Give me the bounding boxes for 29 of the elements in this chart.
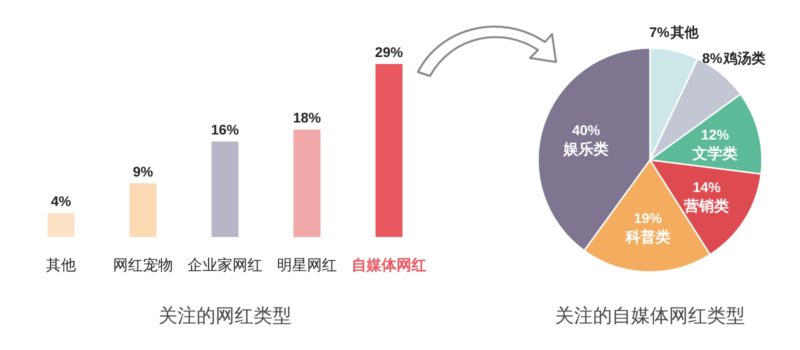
data-label: 29% <box>374 44 404 60</box>
data-label: 9% <box>132 163 154 180</box>
x-tick-label: 明星网红 <box>277 257 337 274</box>
slice-label: 科普类 <box>624 228 670 246</box>
data-label: 12% <box>701 126 730 142</box>
data-label: 8% <box>702 50 723 66</box>
data-label: 16% <box>210 122 240 138</box>
slice-label: 鸡汤类 <box>722 50 766 66</box>
bar <box>130 183 156 237</box>
x-tick-label: 自媒体网红 <box>352 257 426 274</box>
x-tick-label: 网红宠物 <box>113 257 173 274</box>
data-label: 14% <box>692 179 722 196</box>
bar <box>376 64 402 237</box>
text: 关注的网红类型 <box>158 305 292 327</box>
data-label: 40% <box>572 122 601 138</box>
text: 关注的自媒体网红类型 <box>555 305 745 327</box>
slice-label: 文学类 <box>692 145 738 162</box>
bar <box>212 142 238 237</box>
bar <box>48 213 74 237</box>
slice-label: 营销类 <box>683 198 730 216</box>
data-label: 18% <box>292 110 322 126</box>
data-label: 4% <box>50 193 72 210</box>
x-tick-label: 其他 <box>46 257 76 274</box>
x-tick-label: 企业家网红 <box>188 257 262 274</box>
bar <box>294 130 320 237</box>
data-label: 7% <box>649 24 670 40</box>
slice-label: 娱乐类 <box>562 141 609 158</box>
data-label: 19% <box>634 210 662 226</box>
slice-label: 其他 <box>669 24 700 40</box>
